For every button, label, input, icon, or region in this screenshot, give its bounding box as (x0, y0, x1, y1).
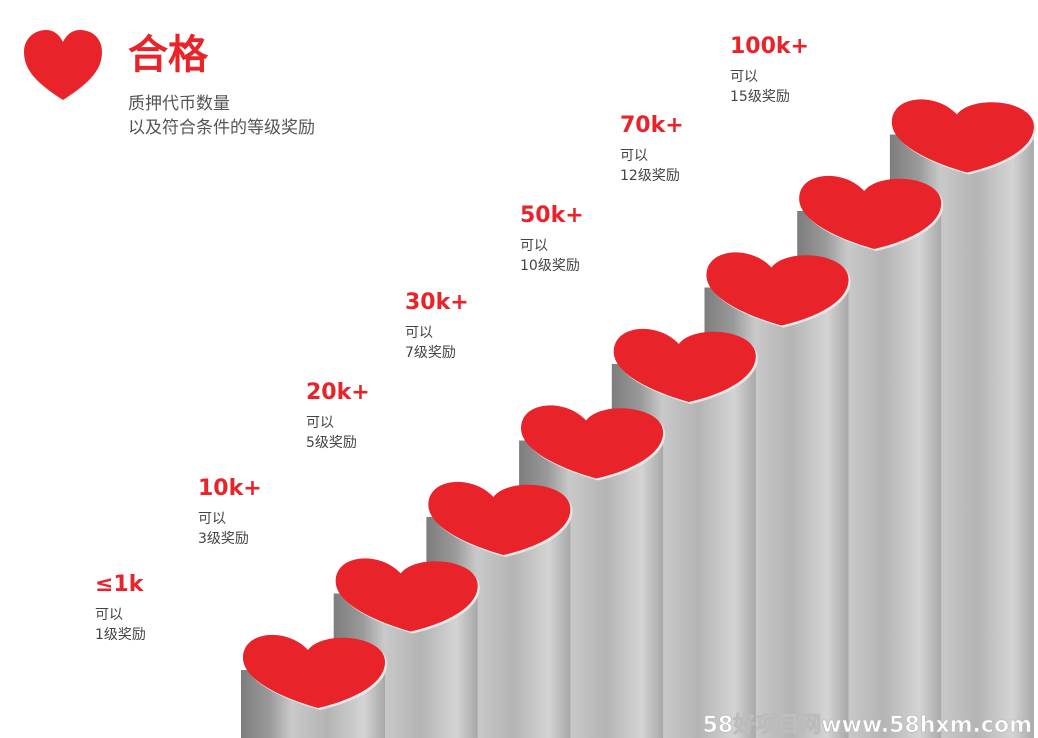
tier-line: 可以 (730, 69, 758, 85)
tier-line: 10级奖励 (520, 257, 580, 274)
pillar-heart (799, 175, 942, 249)
tier-line: 可以 (306, 415, 334, 431)
pillar-heart (242, 634, 385, 708)
tier-line: 可以 (405, 325, 433, 341)
tier-amount: 10k+ (198, 476, 262, 501)
tier-line: 5级奖励 (306, 434, 357, 451)
tier-line: 7级奖励 (405, 344, 456, 361)
subtitle: 以及符合条件的等级奖励 (128, 118, 315, 138)
watermark: 58好项目网www.58hxm.com (703, 712, 1032, 738)
pillar-heart (891, 99, 1034, 173)
tier-line: 可以 (620, 148, 648, 164)
pillar-heart (428, 481, 571, 555)
pillar-heart (706, 252, 849, 326)
tier-line: 可以 (520, 238, 548, 254)
tiers: ≤1k 可以 1级奖励 10k+ 可以 3级奖励 20k+ 可以 5级奖励 30k+ 可以 7级奖励 5… (95, 34, 809, 643)
tier-amount: 50k+ (520, 203, 584, 228)
heart-icon (24, 30, 102, 100)
pillars (241, 99, 1036, 738)
tier-amount: 30k+ (405, 290, 469, 315)
tier-amount: 100k+ (730, 34, 809, 59)
pillar-heart (613, 328, 756, 402)
tier-line: 可以 (198, 511, 226, 527)
pillar-heart (521, 405, 664, 479)
pillar-heart (335, 558, 478, 632)
tier-line: 12级奖励 (620, 167, 680, 184)
pillar (241, 634, 387, 738)
title: 合格 (128, 32, 209, 78)
tier-line: 可以 (95, 607, 123, 623)
tier-line: 1级奖励 (95, 626, 146, 643)
tier-amount: ≤1k (95, 572, 145, 597)
tier-line: 3级奖励 (198, 530, 249, 547)
subtitle: 质押代币数量 (128, 94, 230, 114)
tier-amount: 70k+ (620, 113, 684, 138)
tier-line: 15级奖励 (730, 88, 790, 105)
tier-amount: 20k+ (306, 380, 370, 405)
